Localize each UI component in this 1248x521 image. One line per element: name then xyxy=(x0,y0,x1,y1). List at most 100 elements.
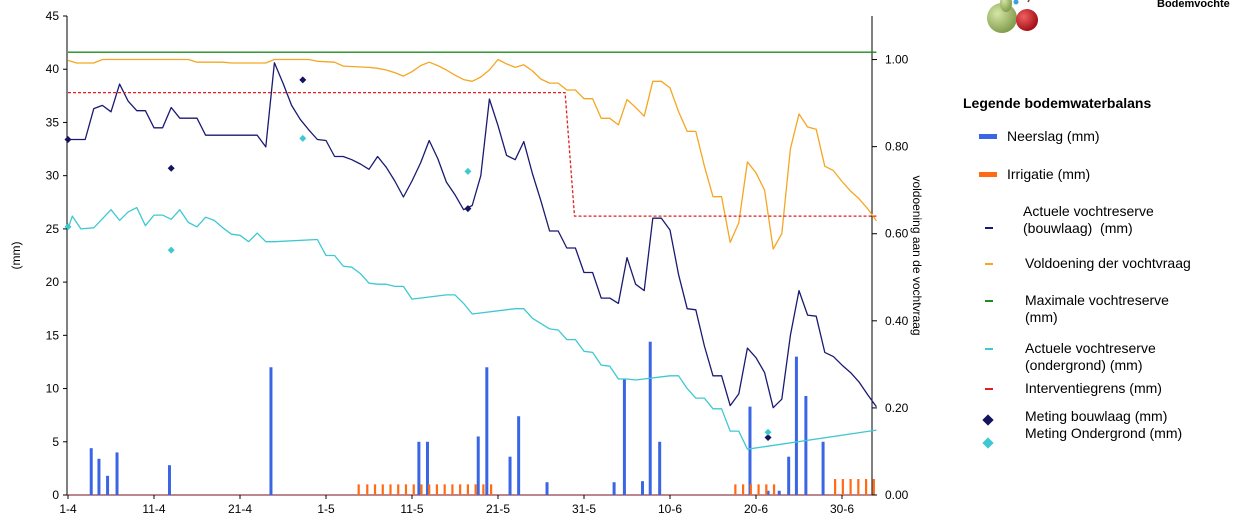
y-tick-label: 0 xyxy=(52,488,59,502)
irrigatie-mm-bar xyxy=(857,479,860,495)
y-tick-label: 30 xyxy=(46,169,60,183)
irrigatie-mm-bar xyxy=(373,484,377,495)
irrigatie-mm-bar xyxy=(459,484,462,495)
neerslag-mm-bar xyxy=(115,452,119,495)
irrigatie-mm-bar xyxy=(474,484,477,495)
irrigatie-mm-bar xyxy=(864,479,868,495)
neerslag-mm-bar xyxy=(648,341,652,495)
brand-text: Bodemvochte xyxy=(1157,0,1230,10)
legend-label: Meting Ondergrond (mm) xyxy=(1025,425,1183,441)
neerslag-mm-bar xyxy=(777,490,781,495)
y2-tick-label: 0.80 xyxy=(885,140,909,154)
meting-ondergrond-mm-marker xyxy=(299,134,307,142)
y2-tick-label: 0.60 xyxy=(885,227,909,241)
neerslag-mm-bar xyxy=(766,490,770,495)
irrigatie-mm-bar xyxy=(420,484,423,495)
legend-swatch xyxy=(985,388,993,390)
actuele-vochtreserve-bouwlaag-mm-line xyxy=(68,62,877,409)
irrigatie-mm-bar xyxy=(872,479,875,495)
meting-bouwlaag-mm-marker xyxy=(64,135,72,143)
irrigatie-mm-bar xyxy=(435,484,439,495)
legend-swatch xyxy=(979,172,997,177)
irrigatie-mm-bar xyxy=(366,484,369,495)
plot-frame xyxy=(66,16,873,496)
y-tick-label: 10 xyxy=(46,382,60,396)
interventiegrens-mm-line xyxy=(68,91,877,217)
x-tick-label: 30-6 xyxy=(830,502,854,516)
y-tick-label: 45 xyxy=(46,9,60,23)
y-tick-label: 25 xyxy=(46,222,60,236)
legend: Legende bodemwaterbalans Neerslag (mm) Ir… xyxy=(963,95,1248,449)
irrigatie-mm-bar xyxy=(381,484,384,495)
irrigatie-mm-bar xyxy=(834,479,837,495)
tick-labels: 0 5 10 15 20 25 30 35 40 45 0.00 0.20 0.40 0.60 0.80 1.… xyxy=(46,9,909,516)
x-tick-label: 31-5 xyxy=(572,502,596,516)
neerslag-mm-bar xyxy=(794,356,798,495)
neerslag-mm-bar xyxy=(545,482,549,495)
irrigatie-mm-bar xyxy=(742,484,745,495)
right-axis-title: voldoening aan de vochtvraag xyxy=(910,175,924,335)
irrigatie-mm-bar xyxy=(404,484,408,495)
x-tick-label: 1-5 xyxy=(317,502,335,516)
voldoening-der-vochtvraag-line xyxy=(67,58,877,250)
neerslag-mm-bar xyxy=(425,441,429,495)
y2-tick-label: 0.00 xyxy=(885,488,909,502)
neerslag-mm-bar xyxy=(821,441,825,495)
neerslag-mm-bar xyxy=(622,378,626,495)
meting-bouwlaag-mm-marker xyxy=(299,76,307,84)
y-tick-label: 15 xyxy=(46,328,60,342)
neerslag-mm-bar xyxy=(517,416,521,495)
irrigatie-mm-bar xyxy=(772,484,776,495)
x-tick-label: 10-6 xyxy=(658,502,682,516)
irrigatie-mm-bar xyxy=(841,479,844,495)
legend-swatch xyxy=(979,134,997,139)
y-axis-title: (mm) xyxy=(9,242,23,270)
legend-label: Meting bouwlaag (mm) xyxy=(1025,408,1168,424)
legend-label: Maximale vochtreserve (mm) xyxy=(1025,292,1169,325)
meting-bouwlaag-mm-marker xyxy=(464,205,472,213)
irrigatie-mm-bar xyxy=(451,484,454,495)
legend-label: Irrigatie (mm) xyxy=(1007,166,1091,182)
neerslag-mm-bar xyxy=(804,396,808,495)
line-layer xyxy=(67,51,877,450)
neerslag-mm-bar xyxy=(748,406,752,495)
irrigatie-mm-bar xyxy=(397,484,400,495)
irrigatie-mm-bar xyxy=(412,484,415,495)
meting-bouwlaag-mm-marker xyxy=(167,164,175,172)
neerslag-mm-bar xyxy=(787,456,791,495)
y-tick-label: 20 xyxy=(46,275,60,289)
irrigatie-mm-bar xyxy=(490,484,493,495)
neerslag-mm-bar xyxy=(476,436,480,495)
legend-swatch xyxy=(985,263,993,265)
neerslag-mm-bar xyxy=(89,448,93,495)
meting-ondergrond-mm-marker xyxy=(464,167,472,175)
x-tick-label: 11-4 xyxy=(142,502,165,516)
legend-label: Interventiegrens (mm) xyxy=(1025,380,1162,396)
irrigatie-mm-bar xyxy=(482,484,485,495)
neerslag-mm-bar xyxy=(640,481,644,495)
irrigatie-mm-bar xyxy=(757,484,760,495)
irrigatie-mm-bar xyxy=(765,484,768,495)
legend-swatch xyxy=(985,300,993,302)
y2-tick-label: 1.00 xyxy=(885,53,909,67)
irrigatie-mm-bar xyxy=(389,484,392,495)
neerslag-mm-bar xyxy=(612,482,616,495)
legend-label: Actuele vochtreserve (bouwlaag) (mm) xyxy=(1023,203,1154,236)
neerslag-mm-bar xyxy=(417,441,421,495)
y-tick-label: 5 xyxy=(52,435,59,449)
neerslag-mm-bar xyxy=(658,441,662,495)
neerslag-mm-bar xyxy=(508,456,512,495)
x-tick-label: 1-4 xyxy=(59,502,77,516)
legend-swatch xyxy=(985,348,993,350)
x-tick-label: 20-6 xyxy=(744,502,768,516)
legend-label: Actuele vochtreserve (ondergrond) (mm) xyxy=(1025,340,1156,373)
actuele-vochtreserve-ondergrond-mm-line xyxy=(67,206,877,450)
y-tick-label: 40 xyxy=(46,62,60,76)
legend-swatch xyxy=(985,227,993,229)
y2-tick-label: 0.40 xyxy=(885,314,909,328)
irrigatie-mm-bar xyxy=(428,484,431,495)
meting-ondergrond-mm-marker xyxy=(764,428,772,436)
x-tick-label: 11-5 xyxy=(400,502,423,516)
legend-title: Legende bodemwaterbalans xyxy=(963,95,1152,111)
